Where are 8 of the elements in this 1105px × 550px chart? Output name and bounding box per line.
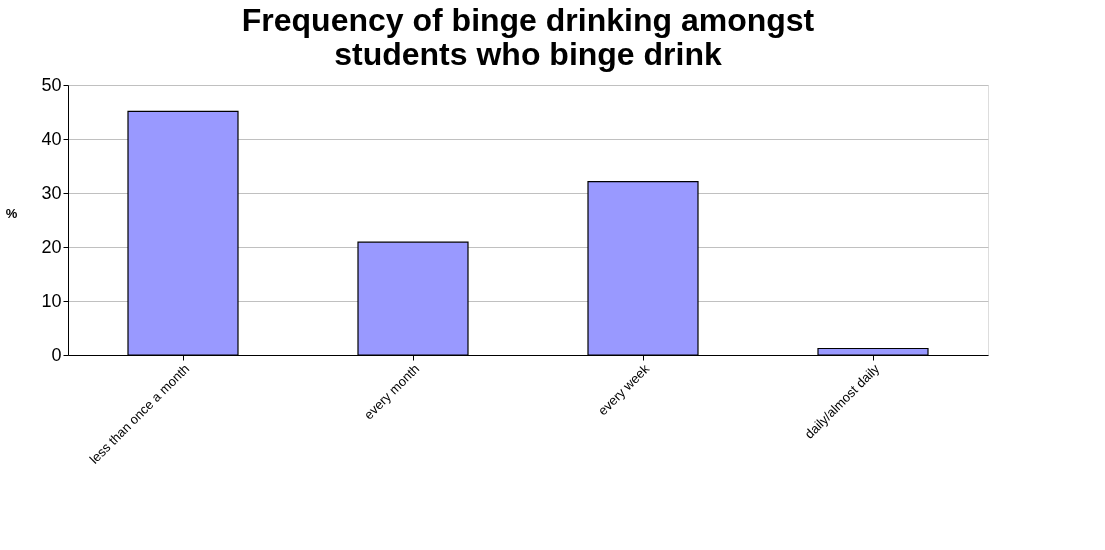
y-tick-label: 20 bbox=[41, 236, 62, 257]
text: Frequency of binge drinking amongst bbox=[241, 2, 815, 38]
y-axis-title: % bbox=[5, 205, 18, 221]
y-tick-label: 30 bbox=[41, 182, 62, 203]
y-tick-label: 40 bbox=[41, 128, 62, 149]
y-tick-label: 0 bbox=[51, 344, 62, 365]
y-tick-label: 10 bbox=[41, 290, 62, 311]
y-tick-label: 50 bbox=[41, 74, 62, 95]
